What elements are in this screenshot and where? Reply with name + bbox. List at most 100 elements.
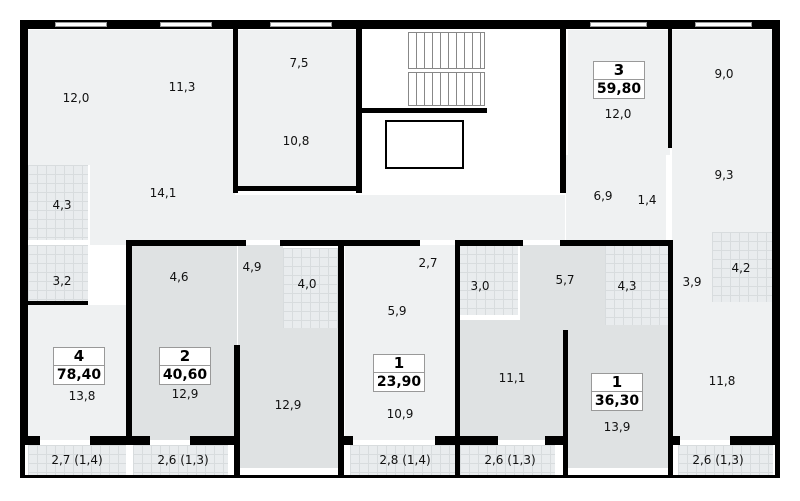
- room-area-label: 3,2: [52, 274, 72, 288]
- wall: [90, 436, 150, 445]
- room-area-label: 7,5: [289, 56, 309, 70]
- wall: [455, 240, 523, 246]
- wall: [730, 436, 780, 445]
- room-area-label: 12,0: [604, 107, 632, 121]
- bathroom-fill: [458, 245, 518, 315]
- window: [160, 22, 212, 27]
- room-area-label: 3,0: [470, 279, 490, 293]
- balcony-fill: [133, 445, 228, 475]
- wall: [772, 20, 780, 440]
- room-fill: [28, 30, 128, 165]
- window: [270, 22, 332, 27]
- room-area-label: 11,3: [168, 80, 196, 94]
- wall: [190, 436, 238, 445]
- corridor-fill: [235, 195, 565, 240]
- balcony-fill: [28, 445, 126, 475]
- room-area-label: 4,2: [731, 261, 751, 275]
- wall: [20, 475, 780, 478]
- bathroom-fill: [28, 165, 88, 240]
- window: [590, 22, 647, 27]
- wall: [455, 240, 460, 475]
- room-area-label: 1,4: [637, 193, 657, 207]
- apartment-room-count: 2: [160, 348, 210, 366]
- apartment-badge: 3 59,80: [593, 61, 645, 99]
- apartment-total-area: 78,40: [56, 367, 102, 383]
- room-area-label: 2,7: [418, 256, 438, 270]
- room-area-label: 11,1: [498, 371, 526, 385]
- wall: [233, 28, 238, 193]
- balcony-area-label: 2,8 (1,4): [379, 453, 431, 467]
- window: [695, 22, 752, 27]
- room-fill: [238, 30, 358, 188]
- bathroom-fill: [712, 232, 772, 302]
- room-area-label: 4,3: [617, 279, 637, 293]
- room-area-label: 12,9: [274, 398, 302, 412]
- bathroom-fill: [283, 248, 338, 328]
- staircase: [408, 72, 485, 106]
- balcony-fill: [350, 445, 455, 475]
- bathroom-fill: [28, 245, 88, 303]
- balcony-area-label: 2,6 (1,3): [157, 453, 209, 467]
- wall: [22, 20, 778, 29]
- wall: [128, 240, 246, 246]
- balcony-area-label: 2,7 (1,4): [51, 453, 103, 467]
- wall: [338, 436, 353, 445]
- wall: [280, 240, 420, 246]
- wall: [436, 436, 498, 445]
- room-area-label: 13,9: [603, 420, 631, 434]
- wall: [775, 440, 780, 478]
- room-area-label: 6,9: [593, 189, 613, 203]
- apartment-room-count: 4: [54, 348, 104, 366]
- apartment-badge: 1 36,30: [591, 373, 643, 411]
- wall: [560, 28, 566, 193]
- wall: [356, 28, 362, 193]
- apartment-total-area: 36,30: [594, 393, 640, 409]
- wall: [234, 345, 240, 475]
- staircase: [408, 32, 485, 69]
- apartment-room-count: 1: [592, 374, 642, 392]
- room-area-label: 4,9: [242, 260, 262, 274]
- wall: [20, 440, 25, 478]
- apartment-total-area: 23,90: [376, 374, 422, 390]
- room-area-label: 4,6: [169, 270, 189, 284]
- apartment-room-count: 3: [594, 62, 644, 80]
- window: [55, 22, 107, 27]
- room-fill: [240, 328, 338, 468]
- room-area-label: 10,9: [386, 407, 414, 421]
- wall: [668, 240, 673, 475]
- room-area-label: 9,0: [714, 67, 734, 81]
- room-fill: [90, 145, 235, 245]
- balcony-fill: [678, 445, 773, 475]
- wall: [126, 240, 132, 440]
- room-area-label: 10,8: [282, 134, 310, 148]
- room-area-label: 3,9: [682, 275, 702, 289]
- room-area-label: 5,7: [555, 273, 575, 287]
- balcony-area-label: 2,6 (1,3): [484, 453, 536, 467]
- wall: [28, 301, 88, 305]
- wall: [563, 330, 568, 475]
- room-fill: [132, 245, 237, 440]
- room-area-label: 12,9: [171, 387, 199, 401]
- wall: [20, 436, 40, 445]
- room-area-label: 4,3: [52, 198, 72, 212]
- balcony-fill: [460, 445, 555, 475]
- elevator: [385, 120, 464, 169]
- apartment-total-area: 59,80: [596, 81, 642, 97]
- room-area-label: 12,0: [62, 91, 90, 105]
- room-fill: [458, 320, 563, 440]
- wall: [20, 20, 28, 440]
- wall: [668, 436, 680, 445]
- room-area-label: 5,9: [387, 304, 407, 318]
- room-fill: [566, 155, 666, 240]
- apartment-badge: 4 78,40: [53, 347, 105, 385]
- wall: [338, 240, 344, 475]
- room-area-label: 14,1: [149, 186, 177, 200]
- room-area-label: 9,3: [714, 168, 734, 182]
- wall: [545, 436, 567, 445]
- wall: [668, 28, 672, 148]
- apartment-badge: 1 23,90: [373, 354, 425, 392]
- balcony-area-label: 2,6 (1,3): [692, 453, 744, 467]
- apartment-room-count: 1: [374, 355, 424, 373]
- wall: [235, 186, 360, 191]
